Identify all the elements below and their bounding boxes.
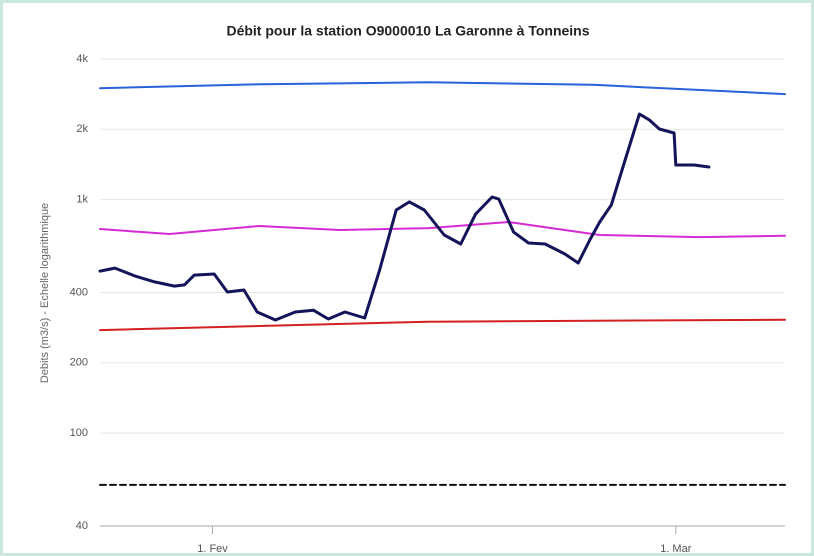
y-tick-label: 2k bbox=[76, 123, 88, 135]
y-axis-label: Debits (m3/s) - Echelle logarithmique bbox=[39, 203, 51, 383]
series-line bbox=[99, 318, 786, 332]
x-tick-label: 1. Mar bbox=[660, 543, 692, 553]
y-tick-label: 100 bbox=[70, 427, 88, 439]
y-tick-label: 1k bbox=[76, 193, 88, 205]
series-line bbox=[99, 81, 786, 96]
chart: Débit pour la station O9000010 La Garonn… bbox=[39, 23, 786, 553]
x-tick-label: 1. Fev bbox=[197, 543, 228, 553]
y-tick-label: 40 bbox=[76, 520, 88, 532]
chart-title: Débit pour la station O9000010 La Garonn… bbox=[226, 23, 589, 39]
y-tick-label: 400 bbox=[70, 286, 88, 298]
y-tick-label: 4k bbox=[76, 53, 88, 65]
y-tick-label: 200 bbox=[70, 357, 88, 369]
series-line bbox=[98, 112, 711, 322]
series-line bbox=[99, 221, 786, 239]
